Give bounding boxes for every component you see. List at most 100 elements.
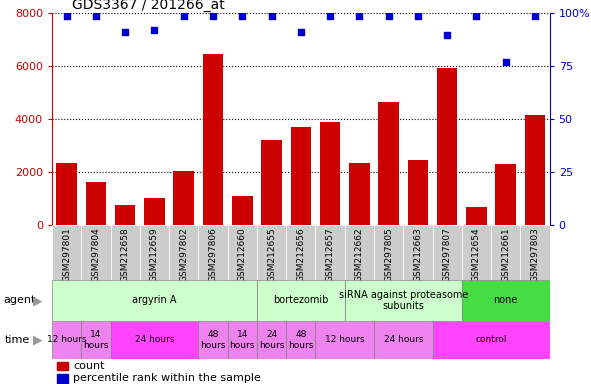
Point bbox=[296, 30, 306, 36]
Bar bbox=[199, 321, 228, 359]
Bar bbox=[462, 280, 550, 321]
Text: GDS3367 / 201266_at: GDS3367 / 201266_at bbox=[72, 0, 225, 12]
Text: GSM212658: GSM212658 bbox=[121, 227, 129, 282]
Bar bbox=[403, 225, 433, 280]
Bar bbox=[520, 225, 550, 280]
Bar bbox=[491, 225, 520, 280]
Bar bbox=[320, 122, 340, 225]
Bar bbox=[52, 225, 82, 280]
Text: none: none bbox=[493, 295, 518, 306]
Text: percentile rank within the sample: percentile rank within the sample bbox=[73, 373, 261, 383]
Bar bbox=[203, 55, 223, 225]
Bar bbox=[349, 162, 369, 225]
Point bbox=[179, 12, 189, 18]
Text: ▶: ▶ bbox=[33, 294, 42, 307]
Text: GSM212654: GSM212654 bbox=[472, 227, 481, 282]
Text: GSM212659: GSM212659 bbox=[150, 227, 159, 282]
Bar bbox=[257, 225, 286, 280]
Text: GSM297805: GSM297805 bbox=[384, 227, 393, 282]
Bar bbox=[316, 321, 374, 359]
Bar bbox=[286, 225, 316, 280]
Bar bbox=[408, 160, 428, 225]
Bar bbox=[257, 280, 345, 321]
Bar bbox=[374, 321, 433, 359]
Text: agent: agent bbox=[3, 295, 35, 306]
Text: 24
hours: 24 hours bbox=[259, 330, 284, 349]
Text: 14
hours: 14 hours bbox=[229, 330, 255, 349]
Bar bbox=[345, 280, 462, 321]
Point bbox=[267, 12, 276, 18]
Text: GSM212655: GSM212655 bbox=[267, 227, 276, 282]
Bar bbox=[345, 225, 374, 280]
Bar bbox=[82, 225, 111, 280]
Point bbox=[355, 12, 364, 18]
Bar bbox=[56, 162, 77, 225]
Bar bbox=[115, 205, 135, 225]
Text: 12 hours: 12 hours bbox=[47, 335, 86, 344]
Text: time: time bbox=[5, 335, 30, 345]
Text: 24 hours: 24 hours bbox=[135, 335, 174, 344]
Bar bbox=[52, 321, 82, 359]
Point bbox=[238, 12, 247, 18]
Bar bbox=[169, 225, 199, 280]
Point bbox=[384, 12, 394, 18]
Bar bbox=[257, 321, 286, 359]
Bar bbox=[140, 225, 169, 280]
Bar bbox=[495, 164, 516, 225]
Point bbox=[472, 12, 481, 18]
Bar bbox=[291, 127, 311, 225]
Bar bbox=[286, 321, 316, 359]
Text: GSM212663: GSM212663 bbox=[414, 227, 423, 282]
Bar bbox=[82, 321, 111, 359]
Point bbox=[208, 12, 217, 18]
Bar bbox=[433, 225, 462, 280]
Point bbox=[501, 59, 511, 65]
Text: GSM297806: GSM297806 bbox=[209, 227, 217, 282]
Bar bbox=[374, 225, 403, 280]
Bar bbox=[86, 182, 106, 225]
Text: 48
hours: 48 hours bbox=[200, 330, 226, 349]
Bar bbox=[199, 225, 228, 280]
Bar bbox=[433, 321, 550, 359]
Text: GSM212662: GSM212662 bbox=[355, 227, 364, 282]
Point bbox=[91, 12, 100, 18]
Text: GSM297802: GSM297802 bbox=[179, 227, 188, 282]
Point bbox=[443, 31, 452, 38]
Point bbox=[530, 12, 540, 18]
Text: siRNA against proteasome
subunits: siRNA against proteasome subunits bbox=[339, 290, 468, 311]
Text: GSM297804: GSM297804 bbox=[92, 227, 100, 282]
Bar bbox=[57, 362, 68, 370]
Text: GSM212660: GSM212660 bbox=[238, 227, 247, 282]
Text: GSM297807: GSM297807 bbox=[443, 227, 452, 282]
Point bbox=[121, 30, 130, 36]
Bar bbox=[111, 321, 199, 359]
Bar bbox=[232, 195, 252, 225]
Point bbox=[150, 27, 159, 33]
Text: GSM212657: GSM212657 bbox=[326, 227, 335, 282]
Bar bbox=[261, 140, 282, 225]
Bar bbox=[466, 207, 487, 225]
Bar bbox=[228, 225, 257, 280]
Bar bbox=[57, 374, 68, 383]
Text: 24 hours: 24 hours bbox=[384, 335, 423, 344]
Point bbox=[326, 12, 335, 18]
Bar bbox=[144, 198, 165, 225]
Text: 14
hours: 14 hours bbox=[83, 330, 109, 349]
Text: count: count bbox=[73, 361, 105, 371]
Text: argyrin A: argyrin A bbox=[132, 295, 177, 306]
Point bbox=[62, 12, 72, 18]
Text: 12 hours: 12 hours bbox=[325, 335, 365, 344]
Bar bbox=[111, 225, 140, 280]
Text: GSM212656: GSM212656 bbox=[296, 227, 306, 282]
Text: ▶: ▶ bbox=[33, 333, 42, 346]
Text: control: control bbox=[475, 335, 507, 344]
Text: bortezomib: bortezomib bbox=[273, 295, 329, 306]
Text: 48
hours: 48 hours bbox=[288, 330, 313, 349]
Bar bbox=[525, 115, 545, 225]
Bar bbox=[437, 68, 457, 225]
Text: GSM297803: GSM297803 bbox=[531, 227, 540, 282]
Bar bbox=[174, 170, 194, 225]
Point bbox=[413, 12, 423, 18]
Text: GSM212661: GSM212661 bbox=[501, 227, 510, 282]
Text: GSM297801: GSM297801 bbox=[62, 227, 71, 282]
